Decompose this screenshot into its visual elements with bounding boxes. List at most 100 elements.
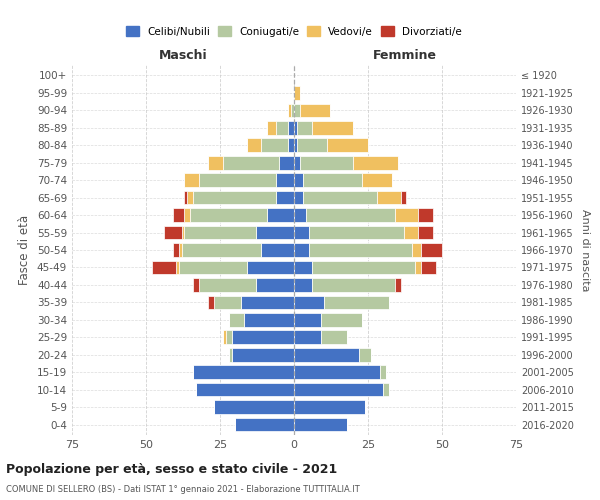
Bar bbox=[415, 260, 421, 274]
Bar bbox=[190, 208, 268, 222]
Bar bbox=[418, 208, 433, 222]
Bar bbox=[193, 366, 294, 379]
Bar bbox=[312, 278, 395, 291]
Bar bbox=[226, 330, 232, 344]
Text: COMUNE DI SELLERO (BS) - Dati ISTAT 1° gennaio 2021 - Elaborazione TUTTITALIA.IT: COMUNE DI SELLERO (BS) - Dati ISTAT 1° g… bbox=[6, 485, 360, 494]
Bar bbox=[262, 243, 294, 257]
Bar bbox=[294, 313, 320, 326]
Bar bbox=[288, 104, 291, 117]
Bar bbox=[241, 296, 294, 309]
Bar bbox=[297, 121, 312, 134]
Bar bbox=[173, 243, 179, 257]
Bar bbox=[312, 260, 415, 274]
Bar bbox=[377, 191, 401, 204]
Bar bbox=[199, 174, 276, 187]
Bar bbox=[294, 121, 297, 134]
Bar bbox=[294, 156, 300, 170]
Bar bbox=[297, 138, 326, 152]
Bar bbox=[184, 191, 187, 204]
Bar bbox=[412, 243, 421, 257]
Bar bbox=[199, 278, 256, 291]
Bar bbox=[353, 156, 398, 170]
Bar bbox=[184, 208, 190, 222]
Bar bbox=[303, 174, 362, 187]
Bar bbox=[279, 156, 294, 170]
Y-axis label: Fasce di età: Fasce di età bbox=[19, 215, 31, 285]
Bar bbox=[173, 208, 184, 222]
Bar bbox=[294, 226, 309, 239]
Legend: Celibi/Nubili, Coniugati/e, Vedovi/e, Divorziati/e: Celibi/Nubili, Coniugati/e, Vedovi/e, Di… bbox=[122, 22, 466, 40]
Bar bbox=[309, 226, 404, 239]
Bar bbox=[232, 348, 294, 362]
Bar bbox=[223, 156, 279, 170]
Text: Popolazione per età, sesso e stato civile - 2021: Popolazione per età, sesso e stato civil… bbox=[6, 462, 337, 475]
Bar bbox=[395, 208, 418, 222]
Bar bbox=[309, 243, 412, 257]
Bar bbox=[418, 226, 433, 239]
Bar bbox=[294, 243, 309, 257]
Bar bbox=[306, 208, 395, 222]
Bar bbox=[262, 138, 288, 152]
Bar bbox=[294, 174, 303, 187]
Bar bbox=[229, 348, 232, 362]
Bar bbox=[312, 121, 353, 134]
Bar bbox=[244, 313, 294, 326]
Bar bbox=[193, 191, 276, 204]
Bar bbox=[268, 208, 294, 222]
Bar bbox=[179, 260, 247, 274]
Bar bbox=[294, 191, 303, 204]
Bar bbox=[380, 366, 386, 379]
Bar bbox=[294, 104, 300, 117]
Bar bbox=[395, 278, 401, 291]
Bar bbox=[294, 260, 312, 274]
Bar bbox=[362, 174, 392, 187]
Bar bbox=[294, 278, 312, 291]
Bar bbox=[179, 243, 182, 257]
Text: Maschi: Maschi bbox=[158, 48, 208, 62]
Bar bbox=[193, 278, 199, 291]
Bar bbox=[294, 366, 380, 379]
Bar bbox=[303, 191, 377, 204]
Bar bbox=[294, 296, 323, 309]
Bar bbox=[235, 418, 294, 432]
Bar bbox=[294, 418, 347, 432]
Bar bbox=[187, 191, 193, 204]
Bar bbox=[276, 121, 288, 134]
Bar bbox=[196, 383, 294, 396]
Bar bbox=[232, 330, 294, 344]
Bar bbox=[421, 260, 436, 274]
Bar bbox=[294, 208, 306, 222]
Bar bbox=[300, 156, 353, 170]
Bar bbox=[294, 348, 359, 362]
Bar bbox=[247, 260, 294, 274]
Bar bbox=[152, 260, 176, 274]
Bar bbox=[359, 348, 371, 362]
Bar bbox=[294, 400, 365, 414]
Bar bbox=[208, 296, 214, 309]
Bar bbox=[182, 226, 184, 239]
Bar bbox=[383, 383, 389, 396]
Bar bbox=[229, 313, 244, 326]
Bar bbox=[276, 191, 294, 204]
Bar bbox=[214, 296, 241, 309]
Y-axis label: Anni di nascita: Anni di nascita bbox=[580, 209, 590, 291]
Bar bbox=[320, 330, 347, 344]
Bar bbox=[291, 104, 294, 117]
Bar bbox=[268, 121, 276, 134]
Bar bbox=[182, 243, 262, 257]
Bar bbox=[256, 226, 294, 239]
Bar bbox=[401, 191, 406, 204]
Text: Femmine: Femmine bbox=[373, 48, 437, 62]
Bar bbox=[300, 104, 329, 117]
Bar bbox=[421, 243, 442, 257]
Bar bbox=[184, 174, 199, 187]
Bar bbox=[256, 278, 294, 291]
Bar bbox=[323, 296, 389, 309]
Bar bbox=[288, 138, 294, 152]
Bar bbox=[294, 138, 297, 152]
Bar bbox=[223, 330, 226, 344]
Bar bbox=[164, 226, 182, 239]
Bar bbox=[247, 138, 262, 152]
Bar bbox=[326, 138, 368, 152]
Bar bbox=[294, 86, 300, 100]
